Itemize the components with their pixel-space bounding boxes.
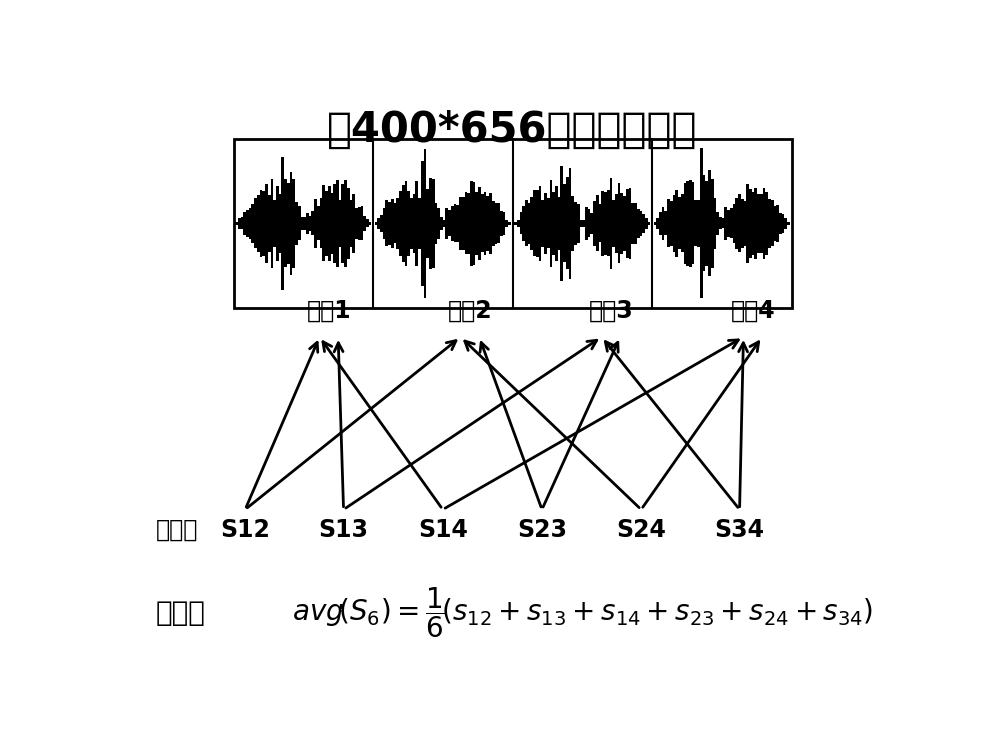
- Text: 以400*656窗口大小为例: 以400*656窗口大小为例: [327, 109, 698, 151]
- Text: $avg\!\left(S_6\right)=\dfrac{1}{6}\!\left(s_{12}+s_{13}+s_{14}+s_{23}+s_{24}+s_: $avg\!\left(S_6\right)=\dfrac{1}{6}\!\le…: [292, 586, 873, 640]
- Text: S12: S12: [220, 518, 270, 542]
- Text: S23: S23: [517, 518, 567, 542]
- Text: 子图2: 子图2: [448, 299, 492, 323]
- Text: 平均值: 平均值: [156, 599, 206, 627]
- Bar: [234, 138, 792, 309]
- Text: S34: S34: [715, 518, 765, 542]
- Text: S24: S24: [616, 518, 666, 542]
- Text: 子图1: 子图1: [307, 299, 351, 323]
- Text: S14: S14: [418, 518, 468, 542]
- Text: 子图3: 子图3: [589, 299, 633, 323]
- Text: 子图4: 子图4: [730, 299, 775, 323]
- Text: 相似度: 相似度: [156, 518, 198, 542]
- Text: S13: S13: [319, 518, 369, 542]
